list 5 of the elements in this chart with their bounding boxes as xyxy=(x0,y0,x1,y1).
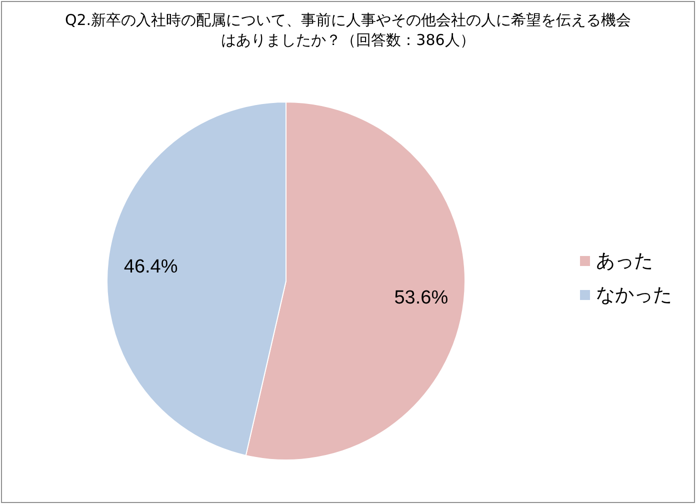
chart-title: Q2.新卒の入社時の配属について、事前に人事やその他会社の人に希望を伝える機会はありましたか？（回答数：386人） xyxy=(64,10,632,50)
data-label: 46.4% xyxy=(124,256,178,278)
data-label: 53.6% xyxy=(394,287,448,308)
legend-label: なかった xyxy=(596,284,672,306)
legend-label: あった xyxy=(596,250,653,272)
